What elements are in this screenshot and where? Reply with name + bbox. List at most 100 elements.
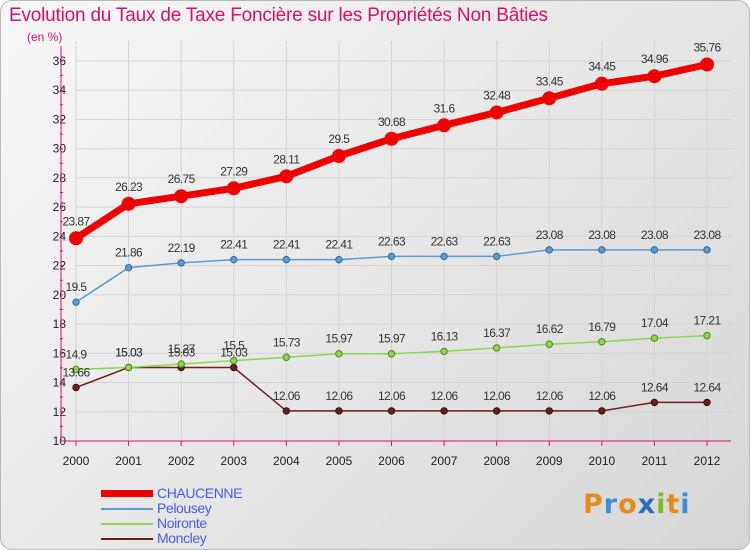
- x-tick-label: 2004: [273, 454, 300, 468]
- y-tick-label: 16: [53, 346, 67, 360]
- legend-swatch: [101, 537, 153, 540]
- data-point-pelousey: [598, 246, 606, 254]
- data-label-moncley: 15.03: [168, 345, 196, 359]
- data-point-noironte: [282, 353, 291, 361]
- data-point-chaucenne: [331, 149, 346, 163]
- data-label-noironte: 15.5: [223, 339, 245, 353]
- data-label-chaucenne: 29.5: [328, 132, 350, 146]
- data-label-pelousey: 22.63: [378, 234, 406, 248]
- data-label-chaucenne: 31.6: [434, 101, 456, 115]
- data-point-moncley: [492, 407, 501, 415]
- logo-letter: P: [583, 489, 604, 520]
- data-point-noironte: [703, 331, 711, 340]
- x-tick-label: 2000: [63, 454, 90, 468]
- data-point-pelousey: [545, 246, 553, 254]
- data-label-pelousey: 23.08: [693, 228, 721, 242]
- series-layer: [69, 57, 714, 415]
- data-point-chaucenne: [279, 169, 294, 184]
- data-point-noironte: [492, 344, 501, 352]
- data-label-moncley: 12.06: [378, 389, 406, 403]
- legend-item-chaucenne: CHAUCENNE: [101, 486, 242, 501]
- data-point-moncley: [703, 398, 711, 407]
- y-tick-label: 14: [53, 376, 67, 390]
- data-point-chaucenne: [647, 69, 662, 84]
- data-label-moncley: 12.64: [693, 380, 721, 394]
- data-point-pelousey: [387, 252, 396, 261]
- data-label-noironte: 15.27: [168, 342, 196, 356]
- data-label-noironte: 17.04: [641, 316, 669, 330]
- data-point-moncley: [72, 383, 80, 392]
- data-point-noironte: [230, 356, 238, 365]
- x-tick-label: 2011: [642, 454, 668, 468]
- data-point-pelousey: [492, 252, 501, 261]
- data-label-chaucenne: 26.23: [115, 180, 143, 194]
- data-point-noironte: [387, 350, 396, 358]
- x-tick-label: 2012: [694, 454, 721, 468]
- legend-swatch: [101, 490, 153, 497]
- data-point-pelousey: [282, 255, 291, 264]
- data-label-moncley: 12.06: [431, 389, 459, 403]
- data-point-chaucenne: [226, 181, 241, 196]
- legend-item-moncley: Moncley: [101, 531, 242, 546]
- y-tick-label: 36: [53, 54, 67, 68]
- data-labels-layer: 23.87 26.23 26.75 27.29 28.11 29.5 30.68 31.6 32…: [62, 41, 722, 403]
- data-label-chaucenne: 33.45: [536, 74, 564, 88]
- data-point-pelousey: [230, 255, 238, 264]
- data-label-noironte: 16.79: [588, 320, 616, 334]
- data-label-pelousey: 19.5: [66, 280, 88, 294]
- y-tick-label: 20: [53, 288, 67, 302]
- y-axis-unit: (en %): [27, 30, 63, 44]
- data-label-chaucenne: 34.45: [588, 60, 616, 74]
- chart-title: Evolution du Taux de Taxe Foncière sur l…: [9, 5, 548, 26]
- axes-layer: 10 12 14 16 18 20 22 24 26 28 30 32 34 36 2000 2001 2002…: [53, 46, 731, 468]
- legend-item-pelousey: Pelousey: [101, 501, 242, 516]
- x-tick-label: 2001: [115, 454, 142, 468]
- data-point-moncley: [440, 407, 448, 415]
- logo-letter: x: [637, 489, 657, 520]
- y-tick-label: 34: [53, 83, 67, 97]
- data-point-chaucenne: [69, 231, 83, 246]
- y-tick-label: 24: [53, 229, 67, 243]
- data-label-pelousey: 22.19: [168, 241, 196, 255]
- data-label-chaucenne: 35.76: [693, 41, 721, 55]
- data-point-pelousey: [72, 298, 80, 306]
- data-point-chaucenne: [542, 91, 557, 106]
- data-label-chaucenne: 27.29: [220, 164, 248, 178]
- x-tick-label: 2005: [326, 454, 353, 468]
- data-point-chaucenne: [384, 131, 399, 146]
- data-label-moncley: 12.06: [588, 389, 616, 403]
- legend-label: Moncley: [157, 530, 207, 546]
- data-label-pelousey: 22.41: [325, 238, 353, 252]
- x-tick-label: 2008: [483, 454, 510, 468]
- data-point-chaucenne: [594, 76, 609, 91]
- x-tick-label: 2010: [588, 454, 615, 468]
- data-point-moncley: [545, 407, 553, 415]
- data-label-moncley: 15.03: [115, 345, 143, 359]
- y-tick-label: 28: [53, 171, 67, 185]
- legend-swatch: [101, 507, 153, 510]
- y-tick-label: 32: [53, 112, 67, 126]
- data-label-noironte: 16.37: [483, 326, 511, 340]
- data-label-chaucenne: 30.68: [378, 115, 406, 129]
- x-tick-label: 2003: [220, 454, 247, 468]
- data-label-noironte: 14.9: [66, 347, 88, 361]
- data-label-noironte: 16.13: [431, 329, 459, 343]
- data-point-chaucenne: [489, 105, 504, 120]
- y-tick-label: 30: [53, 142, 67, 156]
- data-label-pelousey: 23.08: [536, 228, 564, 242]
- data-label-noironte: 16.62: [536, 322, 564, 336]
- legend-label: CHAUCENNE: [157, 485, 243, 501]
- data-point-noironte: [335, 350, 343, 358]
- data-label-chaucenne: 34.96: [641, 52, 669, 66]
- logo-letter: t: [666, 489, 681, 520]
- data-point-pelousey: [124, 263, 133, 272]
- data-label-moncley: 12.06: [325, 389, 353, 403]
- data-point-moncley: [650, 398, 659, 407]
- grid-layer: [75, 41, 731, 442]
- legend-label: Pelousey: [157, 500, 212, 516]
- data-point-noironte: [124, 363, 133, 372]
- data-label-pelousey: 22.63: [483, 234, 511, 248]
- data-label-pelousey: 21.86: [115, 246, 143, 260]
